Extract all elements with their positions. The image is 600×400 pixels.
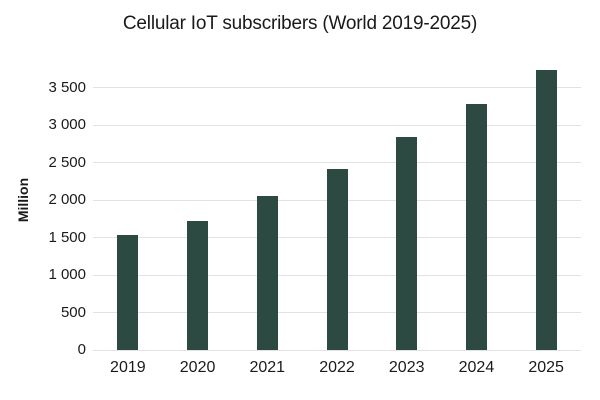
x-tick-label: 2025 bbox=[528, 359, 564, 376]
bar-2021 bbox=[256, 195, 278, 350]
y-tick-label: 1 500 bbox=[48, 228, 86, 246]
gridline bbox=[93, 349, 581, 351]
x-tick-label: 2021 bbox=[249, 359, 286, 376]
y-tick-label: 2 500 bbox=[48, 153, 86, 171]
gridline bbox=[93, 162, 581, 164]
x-tick-label: 2024 bbox=[458, 359, 495, 376]
bar-2019 bbox=[117, 235, 139, 350]
x-tick-label: 2022 bbox=[319, 359, 355, 376]
gridline bbox=[93, 87, 581, 89]
y-tick-label: 2 000 bbox=[48, 191, 86, 209]
bar-2020 bbox=[187, 221, 209, 350]
chart-title: Cellular IoT subscribers (World 2019-202… bbox=[122, 13, 478, 34]
y-tick-label: 0 bbox=[77, 341, 86, 358]
y-tick-label: 1 000 bbox=[48, 266, 86, 284]
x-tick-label: 2023 bbox=[388, 359, 425, 376]
bar-2024 bbox=[465, 104, 487, 350]
bar-2025 bbox=[535, 70, 557, 350]
y-tick-label: 3 000 bbox=[48, 116, 86, 134]
y-tick-label: 500 bbox=[60, 303, 86, 321]
bar-2022 bbox=[326, 168, 348, 350]
x-tick-label: 2019 bbox=[110, 359, 146, 376]
gridline bbox=[93, 124, 581, 126]
y-tick-label: 3 500 bbox=[48, 78, 86, 96]
bar-2023 bbox=[396, 137, 418, 350]
x-tick-label: 2020 bbox=[179, 359, 216, 376]
